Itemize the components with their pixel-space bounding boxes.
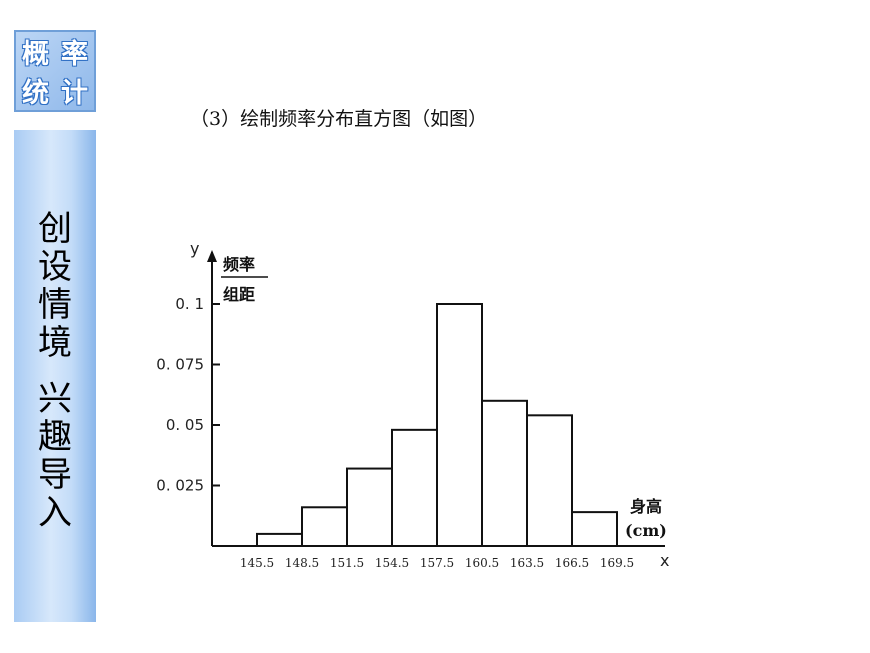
histogram-bar (436, 303, 483, 547)
histogram-bar (256, 532, 303, 547)
histogram-bar (301, 506, 348, 547)
x-unit-line1: 身高 (630, 497, 662, 516)
sidebar-char: 导 (38, 455, 72, 495)
x-unit-line2: (cm) (625, 521, 667, 540)
y-tick-label: 0. 025 (156, 477, 204, 495)
sidebar-char: 设 (38, 247, 72, 287)
x-tick-label: 148.5 (285, 556, 319, 570)
sidebar-title: 创 设 情 境 兴 趣 导 入 (14, 210, 96, 532)
histogram-bar (571, 511, 618, 547)
histogram-bar (391, 428, 438, 547)
logo-char: 统 (22, 78, 49, 109)
y-tick-label: 0. 05 (166, 416, 204, 434)
x-tick-label: 160.5 (465, 556, 499, 570)
y-axis-letter: y (190, 239, 199, 258)
y-unit-bottom: 组距 (223, 285, 255, 304)
x-tick-label: 151.5 (330, 556, 364, 570)
chart-caption: （3）绘制频率分布直方图（如图） (190, 108, 488, 130)
x-tick-label: 154.5 (375, 556, 409, 570)
x-axis-letter: x (660, 551, 669, 570)
y-tick-label: 0. 1 (175, 295, 204, 313)
logo-tile: 概 率 统 计 (14, 30, 96, 112)
histogram-bar (346, 467, 393, 547)
y-unit-top: 频率 (223, 255, 255, 274)
sidebar-char: 趣 (38, 417, 72, 457)
x-tick-label: 166.5 (555, 556, 589, 570)
sidebar-char: 境 (38, 323, 72, 363)
sidebar-char: 创 (38, 209, 72, 249)
y-axis-arrow (207, 250, 217, 262)
sidebar-char: 情 (38, 285, 72, 325)
sidebar-gap (14, 362, 96, 380)
x-tick-label: 145.5 (240, 556, 274, 570)
logo-char: 率 (61, 39, 88, 70)
section-sidebar: 创 设 情 境 兴 趣 导 入 (14, 130, 96, 622)
logo-char: 计 (61, 78, 88, 109)
histogram-chart: 0. 025 0. 05 0. 075 0. 1 145.5 148.5 151.5 154.… (156, 239, 669, 570)
x-tick-label: 157.5 (420, 556, 454, 570)
x-tick-label: 163.5 (510, 556, 544, 570)
sidebar-char: 兴 (38, 379, 72, 419)
x-tick-label: 169.5 (600, 556, 634, 570)
histogram-bar (481, 399, 528, 547)
logo-char: 概 (22, 39, 49, 70)
histogram-bar (526, 414, 573, 547)
sidebar-char: 入 (38, 493, 72, 533)
y-tick-label: 0. 075 (156, 356, 204, 374)
